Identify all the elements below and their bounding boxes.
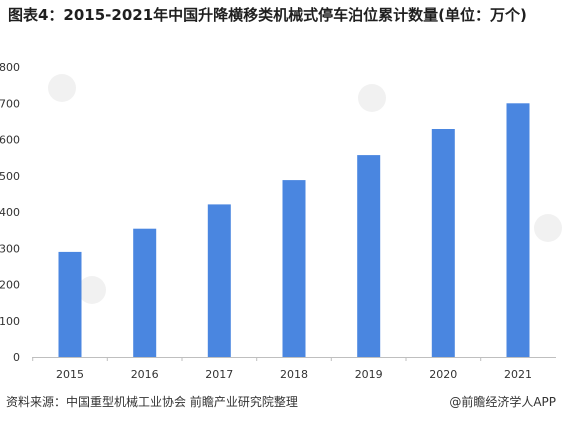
bar-series: [58, 103, 530, 358]
bar-2015: [58, 251, 82, 357]
x-tick-label: 2019: [355, 368, 383, 381]
brand-label: @前瞻经济学人APP: [449, 395, 556, 409]
x-tick-label: 2018: [280, 368, 308, 381]
y-tick-label: 700: [0, 97, 20, 110]
y-tick-label: 500: [0, 170, 20, 183]
bar-2017: [207, 204, 231, 357]
x-tick-label: 2015: [56, 368, 84, 381]
y-tick-label: 200: [0, 279, 20, 292]
bar-2019: [357, 155, 381, 357]
chart-title: 图表4：2015-2021年中国升降横移类机械式停车泊位累计数量(单位：万个): [8, 6, 527, 24]
x-tick-label: 2021: [504, 368, 532, 381]
y-tick-label: 800: [0, 61, 20, 74]
y-tick-label: 600: [0, 134, 20, 147]
watermark-logos: [48, 74, 562, 304]
y-tick-label: 400: [0, 206, 20, 219]
bar-2016: [133, 228, 157, 357]
source-note: 资料来源：中国重型机械工业协会 前瞻产业研究院整理: [6, 395, 298, 409]
x-tick-label: 2017: [205, 368, 233, 381]
bar-2020: [431, 129, 455, 357]
x-tick-label: 2020: [429, 368, 457, 381]
y-axis: 0 100 200 300 400 500 600 700 800: [0, 61, 20, 364]
y-tick-label: 300: [0, 242, 20, 255]
bar-2021: [506, 103, 530, 358]
x-tick-label: 2016: [131, 368, 159, 381]
x-axis: 2015 2016 2017 2018 2019 2020 2021: [32, 357, 556, 381]
y-tick-label: 0: [13, 351, 20, 364]
bar-2018: [282, 180, 306, 357]
y-tick-label: 100: [0, 315, 20, 328]
